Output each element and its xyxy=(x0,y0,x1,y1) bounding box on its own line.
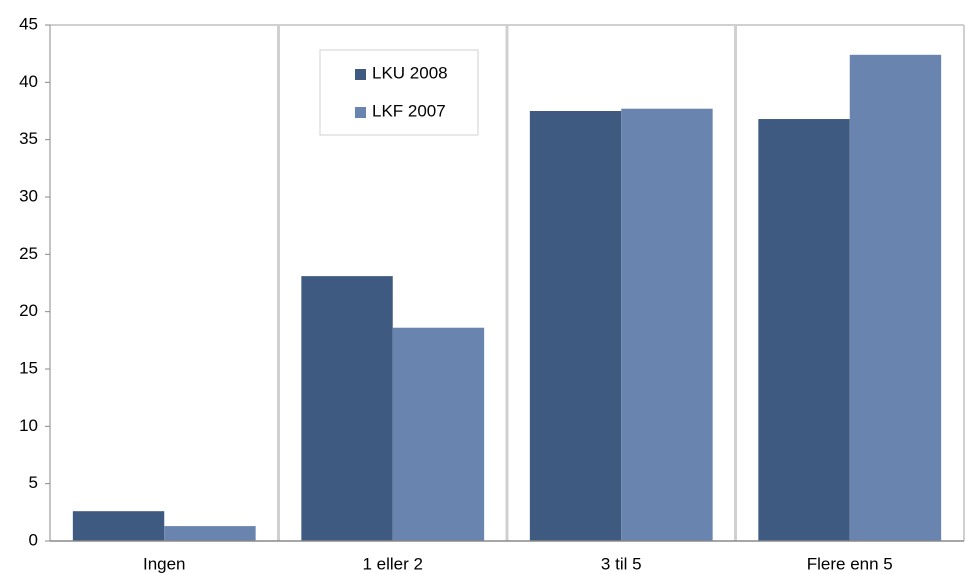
y-tick-label: 40 xyxy=(19,72,38,91)
bar xyxy=(301,276,393,541)
bar xyxy=(758,119,850,541)
legend-box xyxy=(319,49,479,136)
legend-swatch xyxy=(355,107,366,118)
y-tick-label: 30 xyxy=(19,186,38,205)
y-tick-label: 35 xyxy=(19,129,38,148)
y-tick-label: 5 xyxy=(29,473,38,492)
y-tick-label: 25 xyxy=(19,244,38,263)
legend-swatch xyxy=(355,69,366,80)
bar xyxy=(621,108,713,541)
bar xyxy=(392,327,485,541)
bar xyxy=(72,511,165,541)
x-tick-label: Ingen xyxy=(143,554,186,573)
x-tick-label: Flere enn 5 xyxy=(807,554,893,573)
y-tick-label: 10 xyxy=(19,416,38,435)
legend-label: LKU 2008 xyxy=(372,63,448,82)
bar xyxy=(164,526,256,541)
x-tick-label: 1 eller 2 xyxy=(363,554,423,573)
y-tick-label: 0 xyxy=(29,530,38,549)
bar xyxy=(529,111,622,541)
y-tick-label: 15 xyxy=(19,358,38,377)
bar xyxy=(849,54,942,542)
y-tick-label: 45 xyxy=(19,14,38,33)
x-tick-label: 3 til 5 xyxy=(601,554,642,573)
legend-label: LKF 2007 xyxy=(372,101,446,120)
y-tick-label: 20 xyxy=(19,301,38,320)
